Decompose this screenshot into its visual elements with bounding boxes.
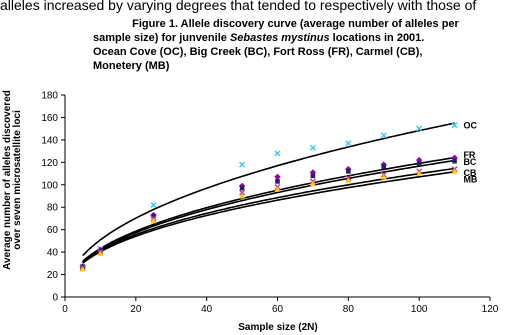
data-point-oc <box>416 125 423 132</box>
data-point-bc <box>346 169 351 174</box>
marker-stroke <box>274 150 281 157</box>
data-point-oc <box>345 140 352 147</box>
data-point-mb <box>79 265 86 272</box>
partial-paragraph-text: alleles increased by varying degrees tha… <box>0 0 477 13</box>
figure-caption: Figure 1. Allele discovery curve (averag… <box>93 17 498 73</box>
trend-curve-fr <box>82 156 455 262</box>
caption-line-1: Figure 1. Allele discovery curve (averag… <box>132 18 459 30</box>
y-tick-label: 120 <box>41 158 58 169</box>
x-tick-label: 60 <box>272 304 284 315</box>
marker-stroke <box>345 140 352 147</box>
trend-curve-mb <box>82 171 455 264</box>
data-point-mb <box>345 177 352 183</box>
data-point-mb <box>274 186 281 192</box>
trend-curves <box>82 122 455 264</box>
marker-stroke <box>309 144 316 151</box>
caption-line-4: Monetery (MB) <box>93 60 170 72</box>
data-point-oc <box>274 150 281 157</box>
data-point-mb <box>416 170 423 177</box>
marker-stroke <box>150 201 157 208</box>
data-point-mb <box>150 217 157 224</box>
marker-stroke <box>451 122 458 129</box>
y-tick-label: 0 <box>52 293 58 304</box>
series-label-bc: BC <box>463 157 476 167</box>
data-point-mb <box>451 168 458 174</box>
chart-axes: 0 20 40 60 80 100 120 0 20 40 60 80 100 120 140 160 180 <box>41 91 498 316</box>
data-point-oc <box>150 201 157 208</box>
caption-line-3: Ocean Cove (OC), Big Creek (BC), Fort Ro… <box>93 46 423 58</box>
x-tick-label: 40 <box>201 304 213 315</box>
marker-stroke <box>416 125 423 132</box>
series-label-fr: FR <box>463 150 475 160</box>
x-axis-title: Sample size (2N) <box>238 322 317 333</box>
data-point-fr <box>274 173 281 181</box>
data-point-bc <box>310 173 316 179</box>
caption-species: Sebastes mystinus <box>229 32 330 44</box>
caption-line-2: sample size) for junvenile Sebastes myst… <box>93 31 498 45</box>
marker-stroke <box>239 161 246 168</box>
y-tick-label: 160 <box>41 113 58 124</box>
marker-stroke <box>380 132 387 139</box>
data-point-oc <box>451 122 458 129</box>
x-tick-label: 100 <box>411 304 428 315</box>
data-points <box>79 122 458 272</box>
x-tick-label: 0 <box>62 304 68 315</box>
y-tick-label: 40 <box>47 248 59 259</box>
data-point-mb <box>380 173 387 180</box>
y-tick-label: 180 <box>41 91 58 102</box>
data-point-mb <box>239 193 246 199</box>
x-tick-label: 80 <box>343 304 355 315</box>
series-label-mb: MB <box>463 174 477 184</box>
data-point-mb <box>97 250 104 256</box>
y-tick-label: 100 <box>41 180 58 191</box>
x-tick-label: 20 <box>130 304 142 315</box>
data-point-bc <box>452 158 457 164</box>
data-point-oc <box>309 144 316 151</box>
trend-curve-cb <box>82 167 455 264</box>
caption-line-2-pre: sample size) for junvenile <box>93 32 230 44</box>
data-point-bc <box>239 185 245 191</box>
y-tick-label: 140 <box>41 135 58 146</box>
trend-curve-oc <box>82 122 455 257</box>
x-tick-label: 120 <box>482 304 499 315</box>
y-axis-title-line-2: over seven microsatellite loci <box>12 110 23 250</box>
data-point-oc <box>380 132 387 139</box>
y-tick-label: 20 <box>47 270 59 281</box>
series-label-cb: CB <box>463 168 476 178</box>
data-point-bc <box>275 179 280 184</box>
data-point-bc <box>381 164 387 170</box>
y-axis-title-line-1: Average number of alleles discovered <box>2 90 13 270</box>
data-point-bc <box>151 213 156 219</box>
data-point-cb <box>239 189 246 196</box>
data-point-bc <box>416 161 422 166</box>
y-tick-label: 80 <box>47 203 59 214</box>
y-tick-label: 60 <box>47 225 59 236</box>
data-point-mb <box>309 180 316 187</box>
data-point-oc <box>239 161 246 168</box>
series-label-oc: OC <box>463 120 477 130</box>
marker-stroke <box>239 189 246 196</box>
caption-line-2-post: locations in 2001. <box>329 32 425 44</box>
trend-curve-bc <box>82 159 455 263</box>
